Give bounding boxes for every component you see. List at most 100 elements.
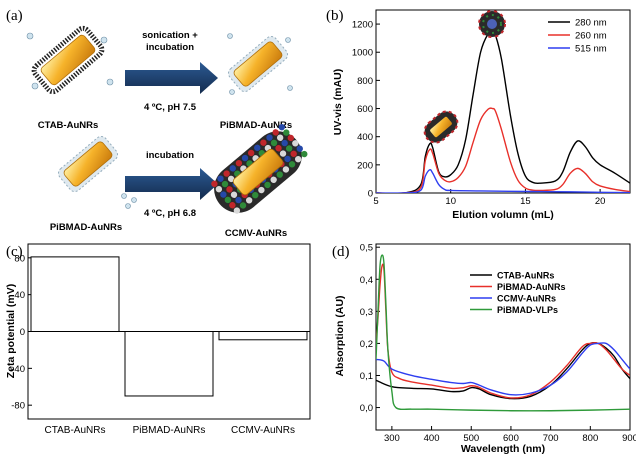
series-line-515-nm: [376, 169, 630, 193]
x-tick-label: 500: [463, 433, 479, 444]
capsid-protein-dot: [247, 149, 255, 157]
capsid-protein-dot: [241, 154, 249, 162]
capsid-protein-dot: [264, 181, 271, 189]
chart-c-ylabel: Zeta potential (mV): [5, 284, 17, 379]
capsid-protein-dot: [284, 155, 291, 163]
panel-label-a: (a): [6, 8, 23, 24]
legend-label: 280 nm: [575, 18, 607, 29]
capsid-protein-dot: [224, 196, 232, 204]
x-tick-label: 20: [595, 196, 606, 207]
y-tick-label: 0: [20, 327, 25, 338]
chart-absorption: 300 400 500 600 700 800 900 0,0 0,1 0,2 0,3 0,4 0,5 C…: [360, 243, 636, 444]
pibmad-aunrs-caption: PiBMAD-AuNRs: [220, 120, 292, 131]
capsid-protein-dot: [276, 134, 284, 141]
y-tick-label: 800: [357, 76, 373, 87]
capsid-protein-dot: [281, 139, 288, 147]
capsid-protein-dot: [278, 124, 285, 131]
capsid-protein-dot: [285, 145, 293, 152]
capsid-protein-dot: [258, 186, 265, 194]
arrow-row1-bottom: 4 ºC, pH 7.5: [144, 102, 197, 113]
capsid-protein-dot: [235, 160, 243, 167]
capsid-protein-dot: [220, 191, 227, 198]
legend-label: CCMV-AuNRs: [497, 294, 556, 304]
arrow-row2-top: incubation: [146, 150, 194, 161]
capsid-protein-dot: [239, 202, 247, 209]
x-tick-label: 800: [582, 433, 598, 444]
y-tick-label: -80: [11, 401, 25, 412]
legend-label: 260 nm: [575, 31, 607, 42]
capsid-protein-dot: [283, 129, 290, 136]
x-tick-label: 400: [424, 433, 440, 444]
x-category-label: CCMV-AuNRs: [231, 425, 295, 436]
capsid-protein-dot: [252, 191, 259, 199]
x-tick-label: 600: [503, 433, 519, 444]
ctab-aunr-illustration: [31, 25, 105, 95]
x-tick-label: 10: [445, 196, 456, 207]
chart-b-frame: [375, 9, 631, 194]
y-tick-label: 600: [357, 104, 373, 115]
arrow-row2-bottom: 4 ºC, pH 6.8: [144, 208, 196, 219]
capsid-protein-dot: [301, 150, 308, 158]
chart-b-ylabel: UV-vis (mAU): [332, 69, 344, 136]
capsid-protein-dot: [235, 196, 242, 204]
y-tick-label: 80: [14, 253, 25, 264]
capsid-protein-dot: [245, 197, 253, 204]
capsid-protein-dot: [288, 161, 296, 168]
capsid-protein-dot: [270, 176, 277, 183]
series-line-ccmv-aunrs: [376, 342, 630, 396]
chart-d-xlabel: Wavelength (nm): [461, 443, 545, 454]
pibmad-aunr-illustration: [227, 35, 289, 93]
series-line-ctab-aunrs: [376, 342, 630, 400]
capsid-protein-dot: [266, 134, 273, 141]
panel-label-c: (c): [6, 244, 23, 260]
y-tick-label: 1200: [352, 20, 373, 31]
capsid-protein-dot: [270, 139, 278, 147]
x-tick-label: 15: [520, 196, 531, 207]
capsid-protein-dot: [229, 165, 236, 172]
capsid-protein-dot: [279, 150, 287, 157]
series-line-260-nm: [376, 107, 630, 193]
capsid-protein-dot: [221, 180, 229, 188]
y-tick-label: -40: [11, 364, 25, 375]
capsid-protein-dot: [292, 140, 299, 147]
legend-label: CTAB-AuNRs: [497, 271, 554, 281]
y-tick-label: 0: [368, 189, 373, 200]
arrow-row1-top2: incubation: [146, 42, 194, 53]
panel-c: (c) -80 -40 0 40 80 CTAB-AuNRs PiBMAD-AuNRs CCM…: [5, 243, 311, 436]
pibmad-aunrs-caption-2: PiBMAD-AuNRs: [50, 222, 122, 233]
ccmv-aunrs-caption: CCMV-AuNRs: [225, 228, 287, 239]
y-tick-label: 40: [14, 290, 25, 301]
capsid-protein-dot: [282, 166, 290, 173]
y-tick-label: 0,5: [360, 243, 373, 254]
legend-label: PiBMAD-AuNRs: [497, 282, 566, 292]
panel-label-d: (d): [332, 244, 350, 260]
capsid-protein-dot: [287, 134, 294, 142]
series-line-pibmad-vlps: [376, 254, 630, 412]
capsid-protein-dot: [211, 180, 218, 187]
capsid-protein-dot: [227, 175, 235, 183]
capsid-protein-dot: [226, 186, 233, 193]
chart-d-ylabel: Absorption (AU): [334, 295, 346, 376]
y-tick-label: 1000: [352, 48, 373, 59]
panel-a: (a) CTAB-AuNRs sonication + incubation 4…: [6, 8, 308, 239]
capsid-protein-dot: [229, 202, 236, 209]
y-tick-label: 0,3: [360, 307, 373, 318]
x-tick-label: 700: [543, 433, 559, 444]
pibmad-dots: [227, 33, 293, 95]
capsid-protein-dot: [296, 145, 303, 152]
capsid-protein-dot: [276, 171, 283, 178]
y-tick-label: 0,2: [360, 339, 373, 350]
y-tick-label: 200: [357, 160, 373, 171]
capsid-protein-dot: [294, 155, 302, 163]
arrow-row1: [125, 62, 218, 94]
arrow-row1-top: sonication +: [142, 30, 198, 41]
y-tick-label: 0,1: [360, 371, 373, 382]
capsid-protein-dot: [217, 175, 224, 182]
bar-ctab-aunrs: [30, 256, 120, 333]
capsid-protein-dot: [272, 129, 279, 136]
free-ligand-dots: [26, 32, 114, 90]
capsid-protein-dot: [233, 207, 241, 214]
